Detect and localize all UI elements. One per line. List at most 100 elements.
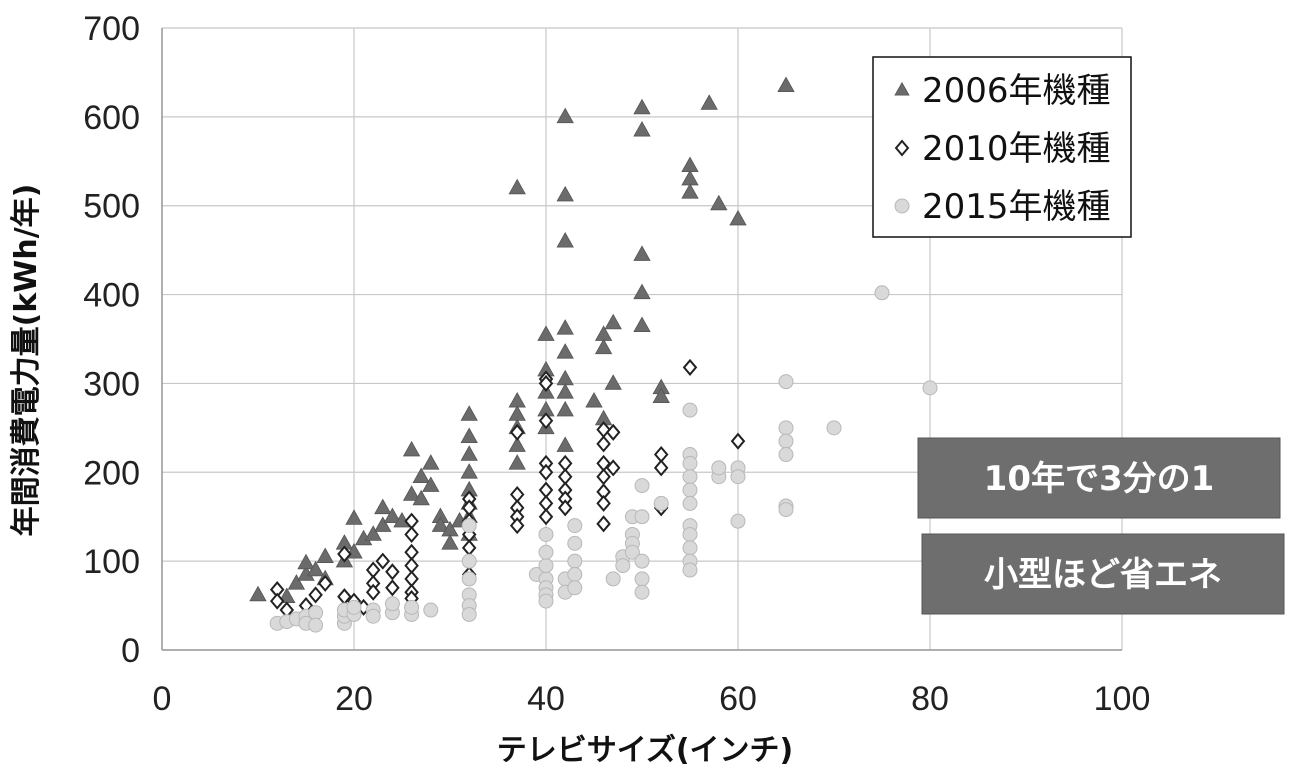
data-point <box>508 391 526 408</box>
data-point <box>404 525 419 544</box>
data-point <box>605 571 621 587</box>
data-point <box>596 494 611 512</box>
data-point <box>383 507 402 523</box>
data-point <box>422 454 440 470</box>
data-point <box>653 495 669 511</box>
data-point <box>605 423 621 441</box>
data-point <box>604 313 622 330</box>
data-point <box>508 454 526 470</box>
y-tick-label: 300 <box>83 365 140 403</box>
data-point <box>633 120 651 137</box>
data-point <box>461 553 477 569</box>
data-point <box>556 185 574 202</box>
data-point <box>557 499 573 517</box>
data-point <box>826 420 842 436</box>
x-tick-label: 0 <box>153 680 172 718</box>
data-point <box>682 526 698 542</box>
data-point <box>729 209 747 226</box>
data-point <box>346 599 362 615</box>
data-point <box>375 552 391 570</box>
data-point <box>633 98 651 115</box>
data-point <box>306 560 325 577</box>
data-point <box>567 566 583 582</box>
data-point <box>431 516 450 532</box>
y-tick-label: 600 <box>83 99 140 137</box>
data-point <box>605 459 621 477</box>
data-point <box>556 436 574 452</box>
data-point <box>308 586 323 604</box>
data-point <box>460 445 478 461</box>
data-point <box>634 584 650 600</box>
data-point <box>682 358 698 376</box>
data-point <box>730 432 746 450</box>
data-point <box>402 485 421 501</box>
data-point <box>461 571 477 587</box>
data-point <box>594 338 613 355</box>
data-point <box>460 427 478 444</box>
axes <box>161 28 1122 651</box>
data-point <box>567 518 583 534</box>
x-tick-labels: 0 20 40 60 80 100 <box>153 680 1151 718</box>
data-point <box>777 76 795 93</box>
legend-marker-1 <box>894 81 910 96</box>
y-tick-label: 500 <box>83 188 140 226</box>
data-point <box>585 391 603 408</box>
data-point <box>345 509 363 525</box>
data-point <box>604 374 622 390</box>
data-point <box>556 400 574 417</box>
data-point <box>778 502 794 518</box>
y-tick-label: 400 <box>83 277 140 315</box>
data-point <box>624 544 640 560</box>
x-tick-label: 60 <box>719 680 757 718</box>
data-point <box>538 558 554 574</box>
data-point <box>508 436 526 452</box>
x-axis-title: テレビサイズ(インチ) <box>497 733 794 768</box>
legend: 2006年機種 2010年機種 2015年機種 <box>872 56 1132 238</box>
data-point <box>778 374 794 390</box>
data-point <box>374 498 392 515</box>
callout-small-efficient-box <box>921 533 1285 615</box>
data-points <box>249 76 938 633</box>
data-point <box>682 562 698 578</box>
y-tick-labels: 0 100 200 300 400 500 600 700 <box>83 10 140 670</box>
data-point <box>317 574 333 592</box>
data-point <box>538 412 554 430</box>
data-point <box>556 107 574 124</box>
series-3 <box>269 285 938 633</box>
y-tick-label: 200 <box>83 454 140 492</box>
legend-label-3: 2015年機種 <box>922 187 1111 227</box>
data-point <box>412 467 430 484</box>
series-1 <box>249 76 795 603</box>
data-point <box>402 440 421 457</box>
data-point <box>308 617 324 633</box>
data-point <box>364 525 382 541</box>
data-point <box>384 596 400 612</box>
data-point <box>633 283 651 300</box>
data-point <box>412 489 430 506</box>
data-point <box>556 383 574 399</box>
legend-box <box>872 56 1132 238</box>
data-point <box>509 423 525 441</box>
data-point <box>422 476 440 492</box>
data-point <box>556 319 574 335</box>
data-point <box>700 94 718 110</box>
data-point <box>681 183 699 199</box>
y-tick-label: 700 <box>83 10 140 48</box>
data-point <box>682 402 698 418</box>
data-point <box>460 405 478 421</box>
data-point <box>652 387 670 404</box>
data-point <box>615 558 631 574</box>
x-tick-label: 80 <box>911 680 949 718</box>
data-point <box>633 245 651 261</box>
data-point <box>556 343 574 359</box>
y-axis-title: 年間消費電力量(kWh/年) <box>9 184 44 537</box>
data-point <box>730 469 746 485</box>
data-point <box>508 405 526 421</box>
data-point <box>567 580 583 596</box>
data-point <box>365 583 381 601</box>
data-point <box>556 232 574 248</box>
legend-items: 2006年機種 2010年機種 2015年機種 <box>894 71 1111 227</box>
y-tick-label: 100 <box>83 543 140 581</box>
callout-small-efficient-text: 小型ほど省エネ <box>984 555 1222 595</box>
